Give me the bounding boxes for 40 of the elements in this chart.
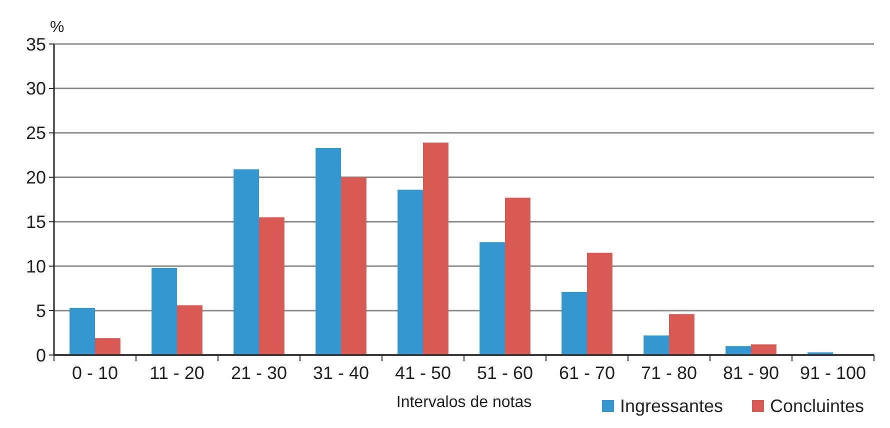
bar xyxy=(669,314,694,355)
bar xyxy=(70,308,95,355)
x-tick-label: 21 - 30 xyxy=(230,363,288,383)
y-tick-label: 5 xyxy=(36,300,46,321)
bar xyxy=(562,292,587,355)
y-tick-label: 35 xyxy=(26,34,46,54)
bar xyxy=(316,148,341,355)
legend-label: Ingressantes xyxy=(620,396,724,416)
bar xyxy=(177,305,202,355)
bar xyxy=(423,142,448,355)
bar xyxy=(505,198,530,355)
bar xyxy=(751,344,776,355)
bar xyxy=(644,335,669,355)
x-tick-label: 81 - 90 xyxy=(722,363,780,383)
bar xyxy=(726,346,751,355)
bar xyxy=(95,338,120,355)
x-tick-label: 0 - 10 xyxy=(72,363,118,383)
bar xyxy=(587,252,612,355)
bar xyxy=(259,217,284,355)
bar xyxy=(480,242,505,355)
x-tick-label: 11 - 20 xyxy=(150,363,204,383)
x-tick-label: 41 - 50 xyxy=(394,363,452,383)
x-tick-label: 91 - 100 xyxy=(800,363,866,383)
y-tick-label: 25 xyxy=(26,123,46,144)
bar xyxy=(398,190,423,355)
x-tick-label: 61 - 70 xyxy=(558,363,616,383)
y-tick-label: 0 xyxy=(36,345,46,366)
bar xyxy=(234,169,259,355)
y-tick-label: 10 xyxy=(26,256,46,276)
x-tick-label: 51 - 60 xyxy=(476,363,534,383)
y-tick-label: 15 xyxy=(26,212,46,232)
x-tick-label: 31 - 40 xyxy=(312,363,370,383)
bar xyxy=(341,177,366,355)
x-axis-title: Intervalos de notas xyxy=(396,394,532,411)
legend-label: Concluintes xyxy=(770,396,864,416)
y-axis-title: % xyxy=(50,19,64,36)
bar xyxy=(152,268,177,355)
y-tick-label: 30 xyxy=(26,78,46,99)
y-tick-label: 20 xyxy=(26,168,46,188)
x-tick-label: 71 - 80 xyxy=(640,363,698,383)
